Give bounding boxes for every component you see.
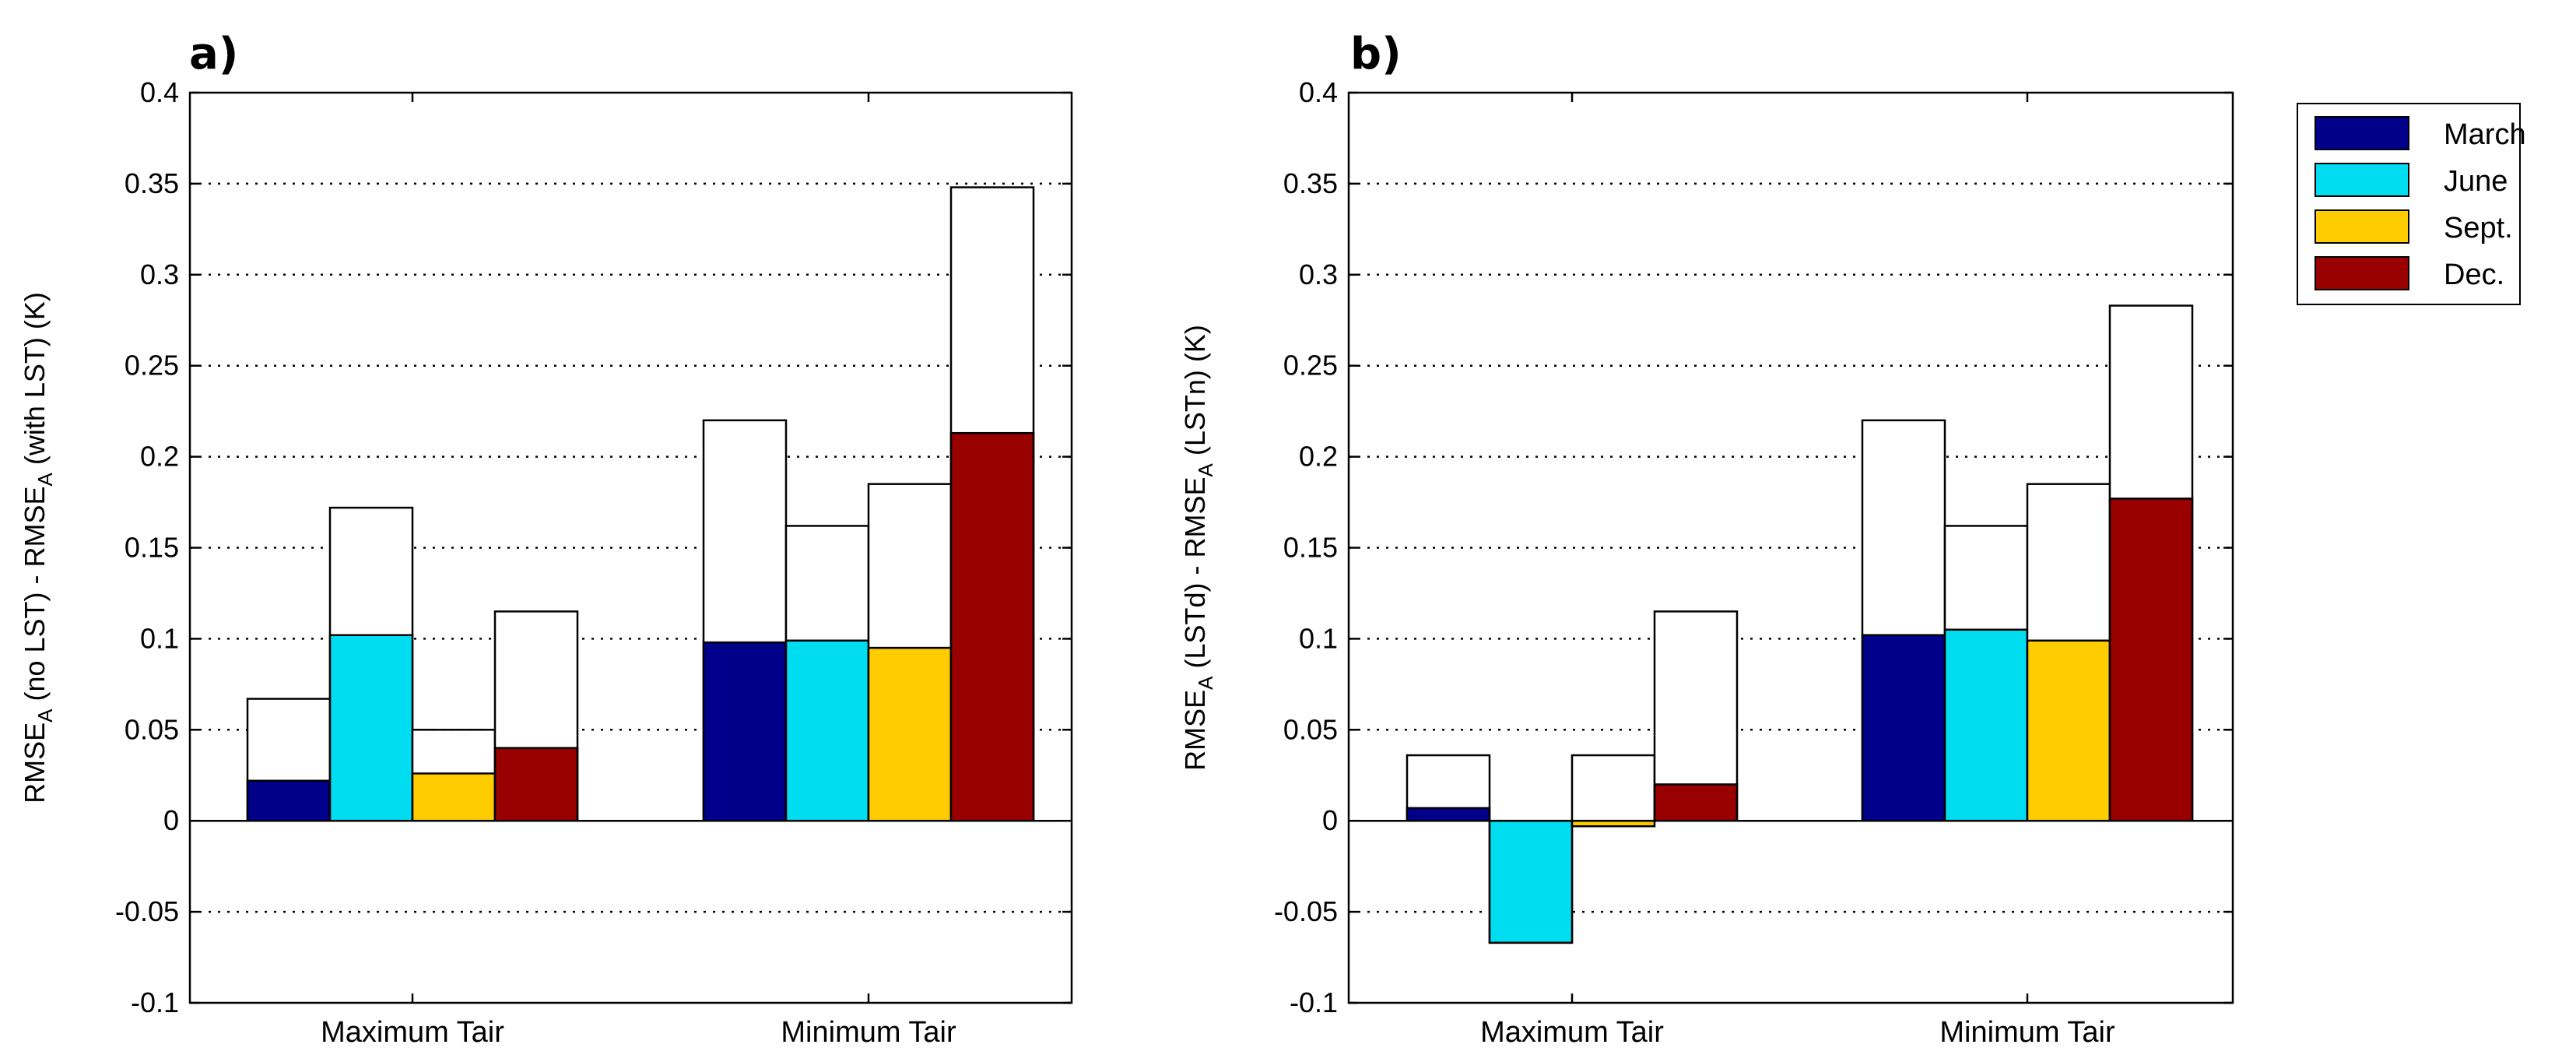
y-tick-label: 0.35 (1283, 167, 1338, 199)
y-tick-label: -0.05 (115, 895, 179, 927)
y-tick-label: 0.25 (1283, 350, 1338, 382)
bar-march (702, 641, 788, 822)
bar-dec (493, 747, 579, 822)
bar-dec (2108, 498, 2194, 822)
bar-march (246, 779, 332, 822)
y-tick-label: 0.1 (140, 622, 179, 654)
panel-label: b) (1350, 29, 1402, 79)
y-tick-label: 0.4 (1299, 76, 1338, 108)
bar-june (1943, 628, 2029, 822)
legend-label-dec: Dec. (2444, 258, 2504, 291)
panel-a: -0.1 -0.05 0 0.05 0.1 0.15 0.2 0.25 0.3 0.35 0.4 Ma… (19, 29, 1073, 1049)
y-tick-label: -0.1 (1290, 986, 1338, 1018)
y-tick-label: 0.4 (140, 76, 179, 108)
legend-label-sept: Sept. (2444, 212, 2513, 244)
y-tick-label: -0.05 (1274, 895, 1338, 927)
y-tick-label: 0.05 (1283, 713, 1338, 745)
bar-march (1861, 634, 1946, 822)
y-tick-label: 0.25 (125, 350, 179, 382)
y-axis-label: RMSEA (LSTd) - RMSEA (LSTn) (K) (1179, 325, 1217, 771)
bar-sept (867, 646, 953, 822)
legend-swatch-june (2315, 163, 2409, 197)
legend-swatch-sept (2315, 209, 2409, 244)
x-category-label: Maximum Tair (1480, 1016, 1664, 1049)
bar-sept (411, 772, 497, 822)
y-tick-label: 0.05 (125, 713, 179, 745)
bar-dec (1653, 783, 1739, 822)
bar-june (1488, 819, 1574, 944)
bar-march (1406, 807, 1491, 822)
bar-dec (949, 431, 1035, 822)
bar-sept (2026, 639, 2111, 822)
y-tick-label: 0.15 (1283, 532, 1338, 564)
x-category-label: Maximum Tair (321, 1016, 504, 1049)
y-axis-label: RMSEA (no LST) - RMSEA (with LST) (K) (19, 292, 57, 804)
panel-b: -0.1 -0.05 0 0.05 0.1 0.15 0.2 0.25 0.3 0.35 0.4 Ma… (1179, 29, 2234, 1049)
x-category-label: Minimum Tair (1939, 1016, 2115, 1049)
y-tick-label: 0 (163, 804, 179, 836)
legend-swatch-dec (2315, 256, 2409, 290)
legend-label-june: June (2444, 165, 2508, 198)
y-tick-label: 0.35 (125, 167, 179, 199)
y-tick-label: 0.3 (140, 258, 179, 290)
panel-label: a) (189, 29, 238, 79)
bar-june (784, 639, 870, 822)
y-tick-label: 0.2 (140, 441, 179, 473)
y-tick-label: -0.1 (131, 986, 179, 1018)
x-category-label: Minimum Tair (781, 1016, 956, 1049)
y-tick-label: 0 (1322, 804, 1338, 836)
legend: March June Sept. Dec. (2297, 103, 2526, 305)
y-tick-label: 0.1 (1299, 622, 1338, 654)
bar-june (328, 634, 414, 822)
y-tick-label: 0.15 (125, 532, 179, 564)
y-tick-label: 0.2 (1299, 441, 1338, 473)
legend-swatch-march (2315, 116, 2409, 150)
legend-label-march: March (2444, 118, 2526, 151)
envelope-bar (1571, 754, 1656, 822)
y-tick-label: 0.3 (1299, 258, 1338, 290)
